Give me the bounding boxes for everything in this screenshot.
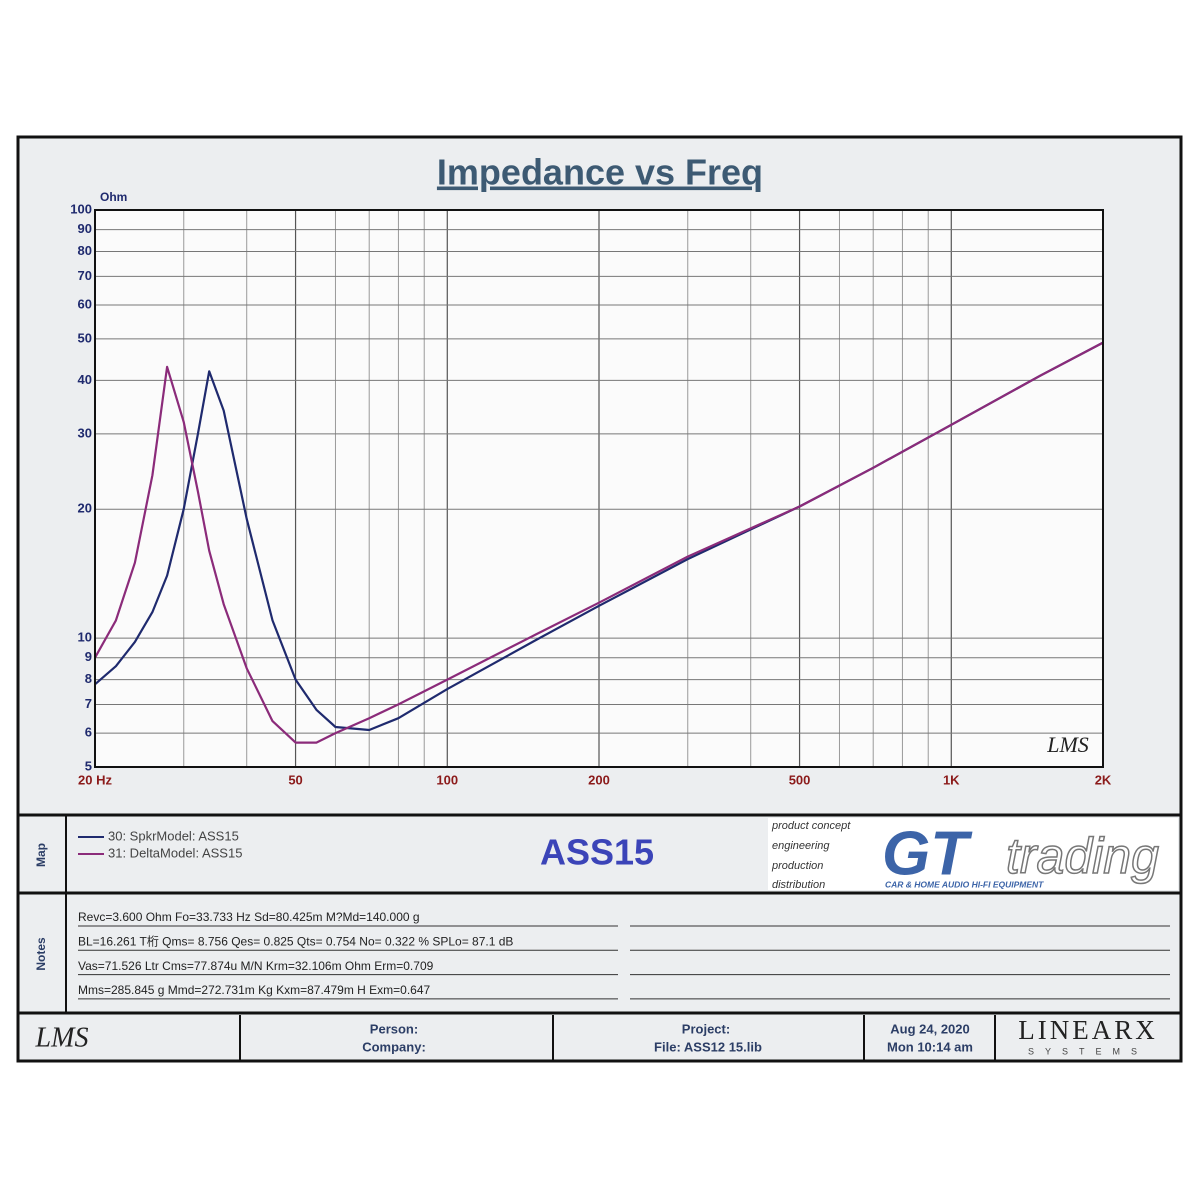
note-line: Mms=285.845 g Mmd=272.731m Kg Kxm=87.479… (78, 983, 431, 997)
legend-label: 30: SpkrModel: ASS15 (108, 828, 239, 843)
footer-company: Company: (362, 1039, 426, 1054)
y-tick-label: 9 (85, 649, 92, 664)
x-tick-label: 20 Hz (78, 772, 112, 787)
x-tick-label: 500 (789, 772, 811, 787)
y-tick-label: 10 (78, 630, 92, 645)
plot-border (94, 209, 1104, 768)
watermark: LMS (1046, 732, 1089, 757)
note-line: BL=16.261 T桁 Qms= 8.756 Qes= 0.825 Qts= … (78, 934, 513, 948)
notes-label: Notes (34, 937, 48, 971)
chart-title: Impedance vs Freq (437, 152, 763, 193)
y-tick-label: 80 (78, 243, 92, 258)
note-line: Revc=3.600 Ohm Fo=33.733 Hz Sd=80.425m M… (78, 910, 420, 924)
footer-maker-sub: SYSTEMS (1028, 1046, 1148, 1056)
footer-person: Person: (370, 1021, 418, 1036)
x-tick-label: 200 (588, 772, 610, 787)
y-tick-label: 8 (85, 671, 92, 686)
y-tick-label: 70 (78, 268, 92, 283)
footer-project: Project: (682, 1021, 730, 1036)
y-axis-label: Ohm (100, 190, 127, 204)
y-tick-label: 5 (85, 758, 92, 773)
logo-mark: GT (882, 819, 973, 888)
y-tick-label: 7 (85, 696, 92, 711)
y-tick-label: 20 (78, 501, 92, 516)
y-tick-label: 90 (78, 221, 92, 236)
logo-box (768, 818, 1178, 890)
y-tick-label: 60 (78, 296, 92, 311)
y-tick-label: 100 (70, 201, 92, 216)
logo-word: trading (1006, 828, 1159, 884)
x-tick-label: 50 (288, 772, 302, 787)
logo-slogan: CAR & HOME AUDIO HI-FI EQUIPMENT (885, 879, 1044, 889)
footer-date: Aug 24, 2020 (890, 1021, 970, 1036)
x-tick-label: 2K (1095, 772, 1112, 787)
logo-tagline: engineering (772, 840, 830, 852)
y-tick-label: 30 (78, 425, 92, 440)
y-tick-label: 40 (78, 372, 92, 387)
note-line: Vas=71.526 Ltr Cms=77.874u M/N Krm=32.10… (78, 959, 434, 973)
legend-label: 31: DeltaModel: ASS15 (108, 845, 242, 860)
map-label: Map (34, 843, 48, 867)
x-tick-label: 1K (943, 772, 960, 787)
map-title: ASS15 (540, 832, 654, 873)
x-tick-label: 100 (436, 772, 458, 787)
footer-brand: LMS (35, 1022, 89, 1053)
logo-tagline: product concept (771, 820, 851, 832)
y-tick-label: 50 (78, 330, 92, 345)
series-line (94, 341, 1104, 744)
y-tick-label: 6 (85, 725, 92, 740)
footer-file: File: ASS12 15.lib (654, 1039, 762, 1054)
footer-time: Mon 10:14 am (887, 1039, 973, 1054)
logo-tagline: distribution (772, 879, 825, 891)
footer-maker: LINEARX (1018, 1015, 1157, 1045)
logo-tagline: production (771, 860, 823, 872)
